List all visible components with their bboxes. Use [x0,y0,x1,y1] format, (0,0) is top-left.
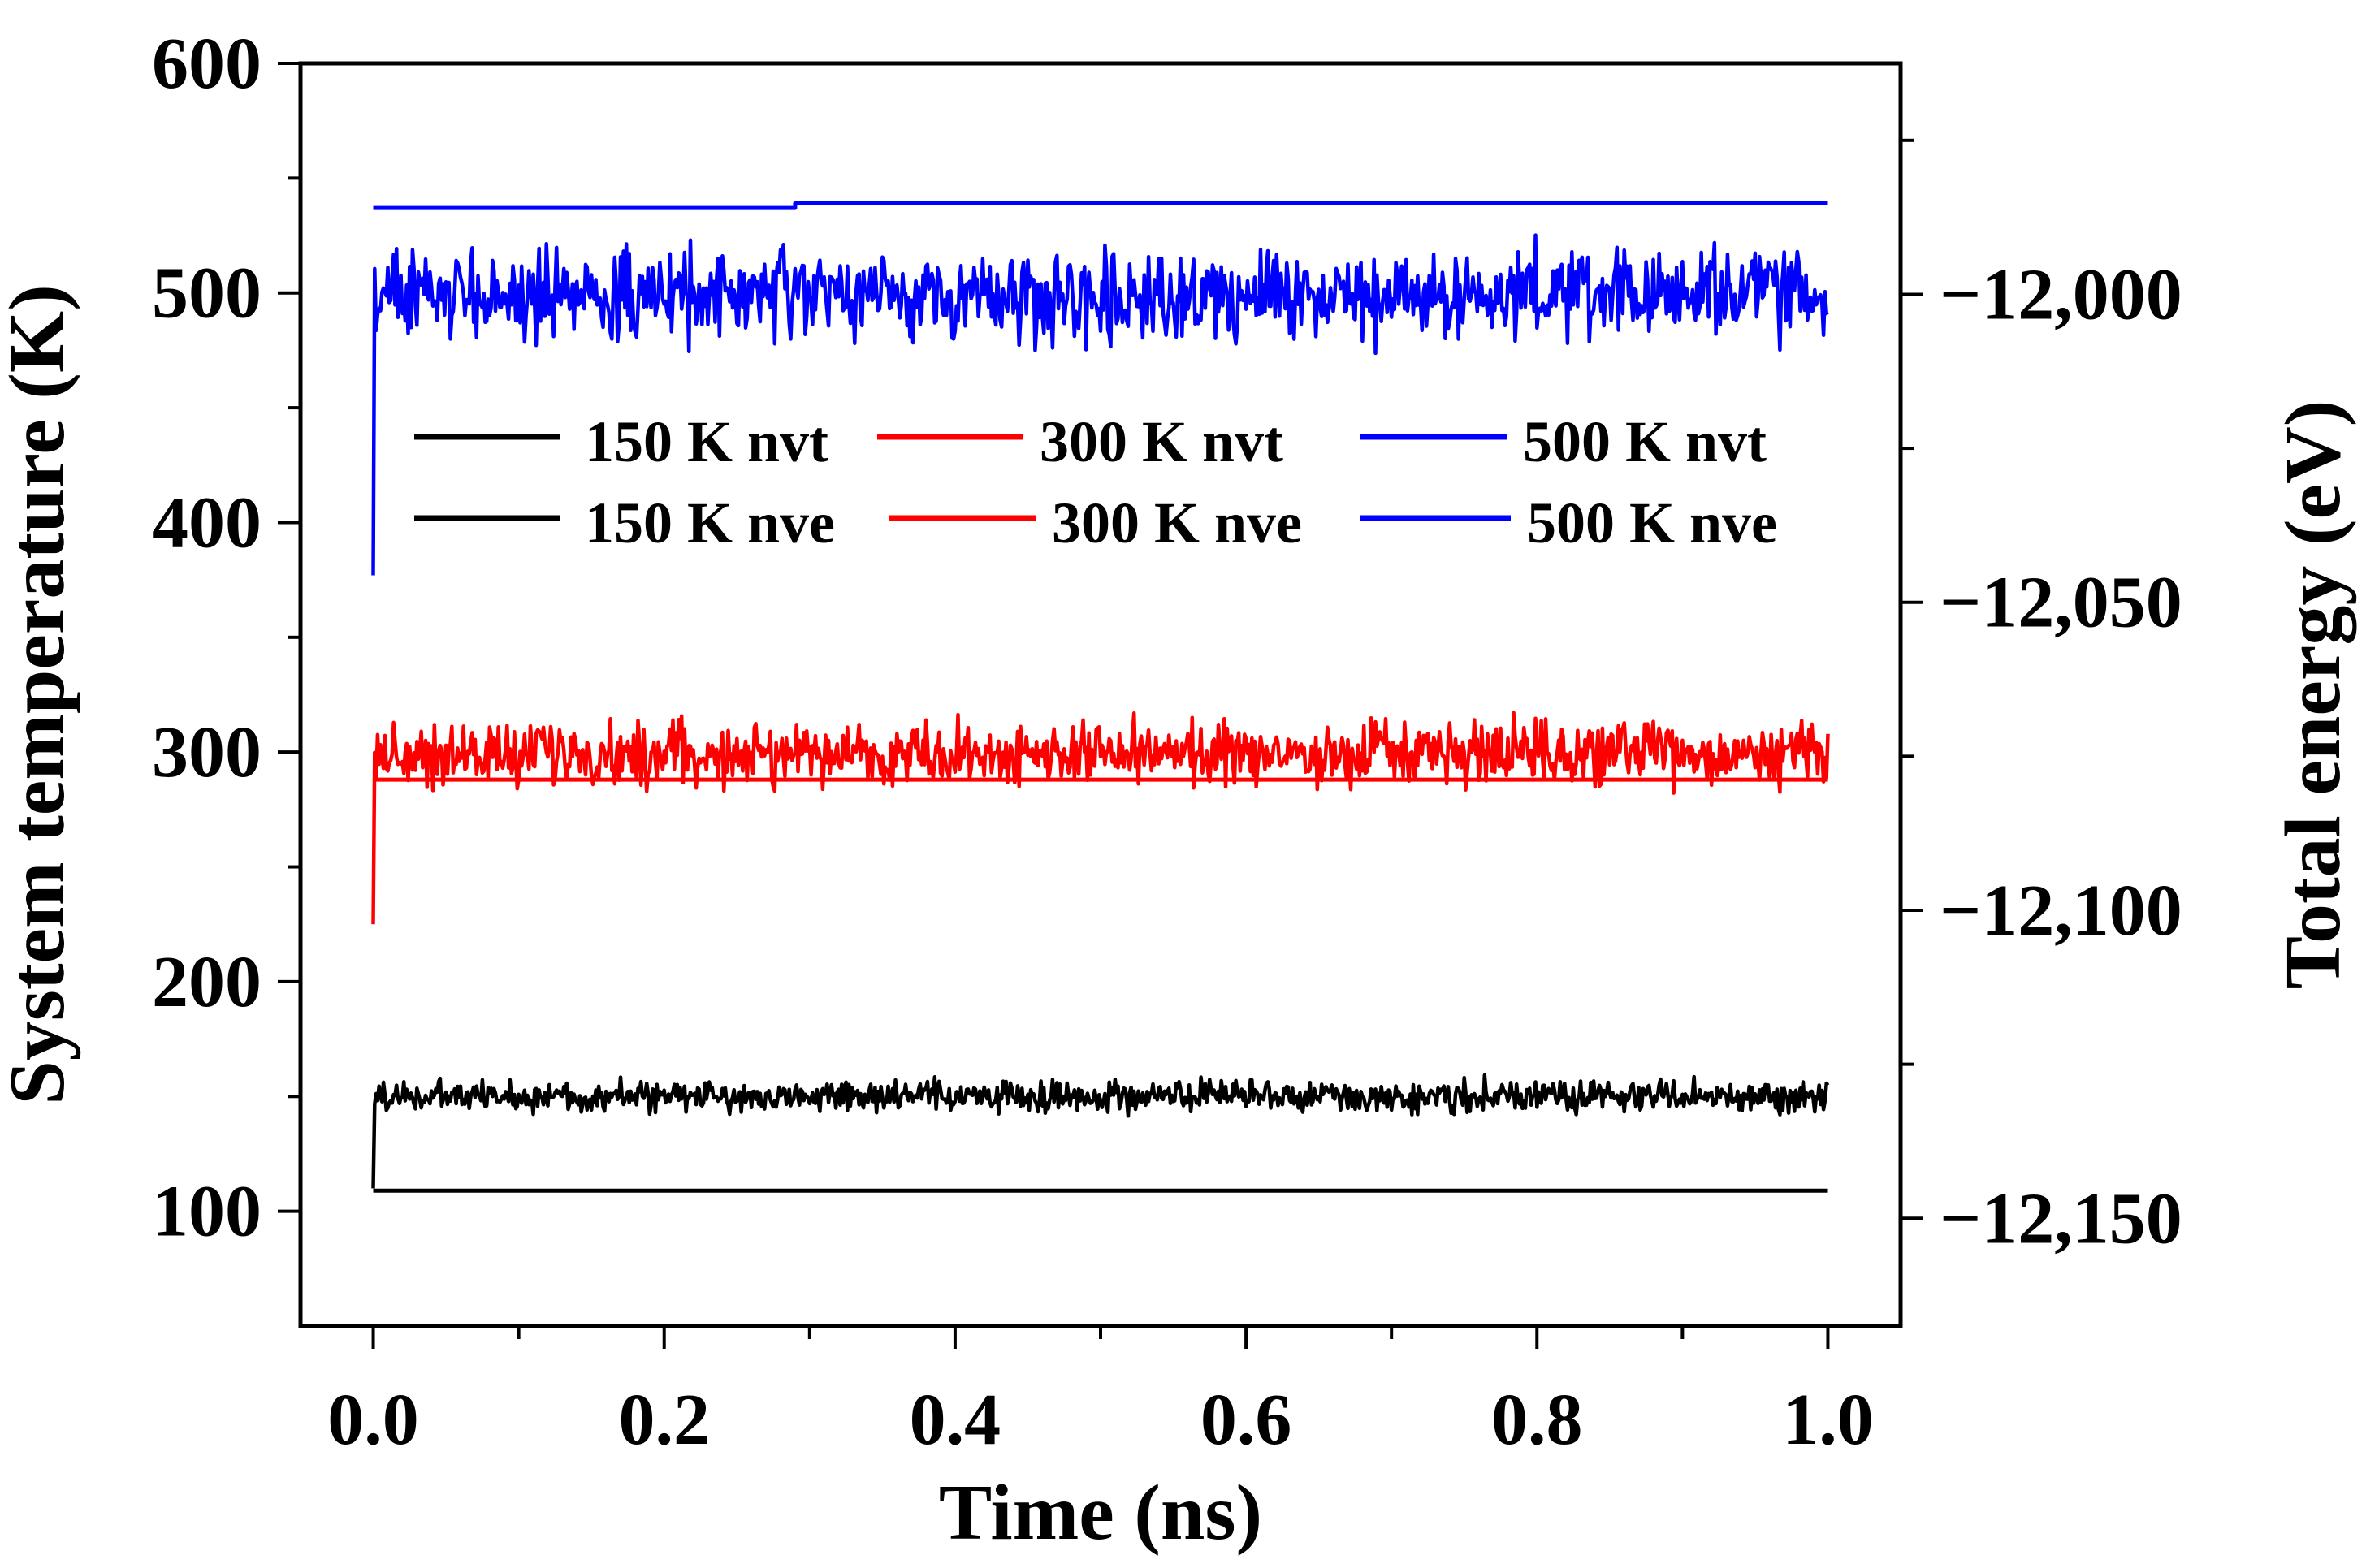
legend-label-300-k-nvt: 300 K nvt [1040,409,1283,474]
series-150-k-nvt [371,1073,1830,1189]
legend-label-500-k-nvt: 500 K nvt [1523,409,1767,474]
legend-label-300-k-nve: 300 K nve [1052,490,1302,555]
y-tick-label: 300 [152,712,262,793]
y-axis-title: System temperature (K) [0,284,81,1105]
x-tick-label: 0.0 [327,1380,419,1460]
series-300-k-nvt [371,711,1830,925]
y2-tick-label: −12,100 [1940,870,2182,951]
legend-label-500-k-nve: 500 K nve [1527,490,1777,555]
legend-label-150-k-nvt: 150 K nvt [585,409,828,474]
y-tick-label: 200 [152,942,262,1022]
series-500-k-nve [373,201,1828,210]
series-layer [371,201,1830,1193]
y2-tick-label: −12,000 [1940,254,2182,335]
legend: 150 K nvt 300 K nvt 500 K nvt 150 K nve 300 … [414,409,1777,555]
x-tick-label: 1.0 [1782,1380,1874,1460]
x-tick-label: 0.8 [1491,1380,1583,1460]
y-tick-label: 400 [152,482,262,563]
x-tick-label: 0.2 [618,1380,710,1460]
y2-tick-label: −12,050 [1940,563,2182,643]
axes: 0.0 0.2 0.4 0.6 0.8 1.0 100 200 300 400 500 600 −12,… [152,24,2182,1460]
y-tick-label: 500 [152,253,262,334]
y-tick-label: 600 [152,24,262,104]
series-500-k-nvt [371,233,1830,576]
y-tick-label: 100 [152,1172,262,1252]
y2-axis-title: Total energy (eV) [2269,400,2357,990]
y2-tick-label: −12,150 [1940,1178,2182,1259]
x-tick-label: 0.4 [910,1380,1001,1460]
x-tick-label: 0.6 [1200,1380,1292,1460]
legend-label-150-k-nve: 150 K nve [585,490,835,555]
x-axis-title: Time (ns) [939,1469,1262,1557]
